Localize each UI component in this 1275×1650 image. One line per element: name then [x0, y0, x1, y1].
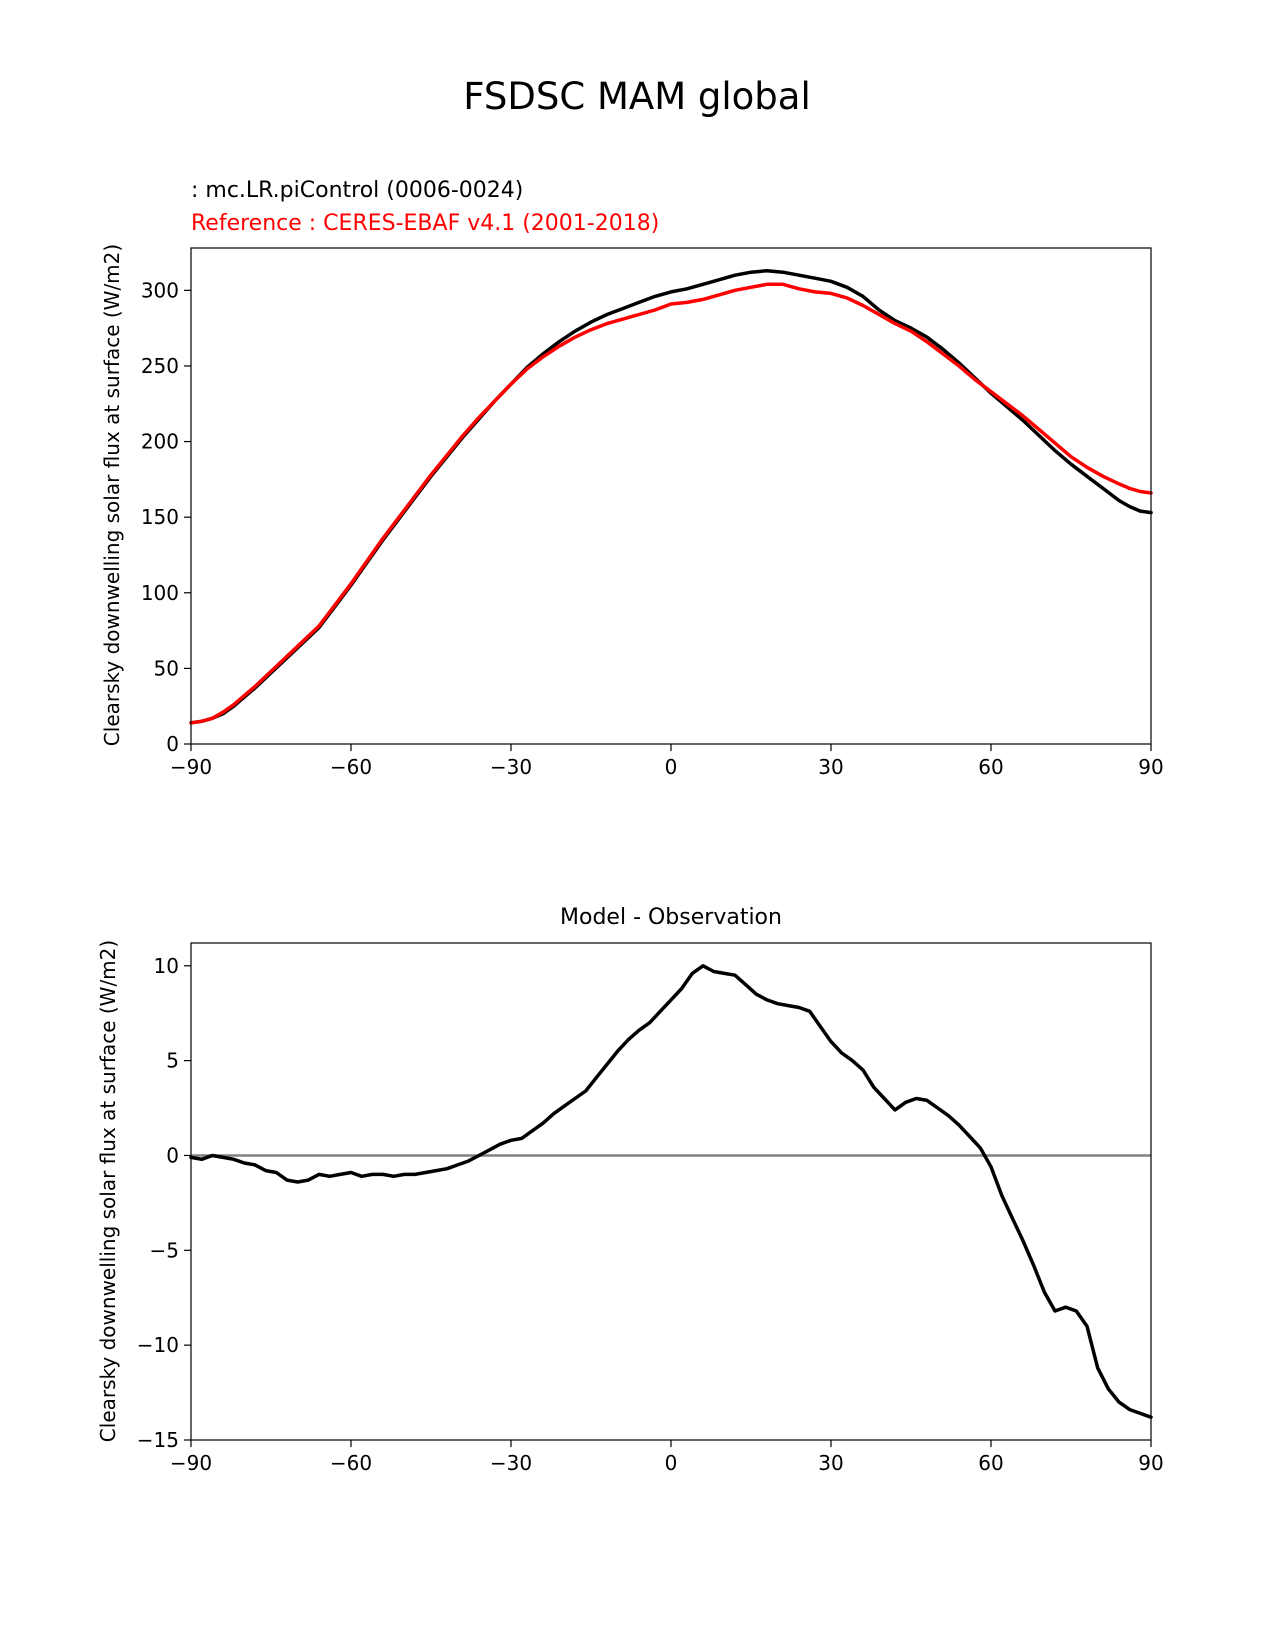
bottom-panel: Model - Observation Clearsky downwelling…	[96, 905, 1164, 1475]
bottom-x-tick-label: 30	[818, 1451, 843, 1475]
bottom-axes-content: −90 −60 −30 0 30 60 90 −15 −10 −5 0 5 10	[137, 954, 1164, 1475]
bottom-panel-title: Model - Observation	[560, 905, 782, 930]
bottom-y-tick-label: 5	[166, 1049, 179, 1073]
top-panel: : mc.LR.piControl (0006-0024) Reference …	[100, 178, 1164, 779]
top-x-tick-label: 60	[978, 755, 1003, 779]
figure-suptitle: FSDSC MAM global	[463, 75, 810, 118]
top-y-tick-label: 200	[141, 430, 179, 454]
top-series-line-0	[189, 268, 1153, 725]
top-y-tick-label: 0	[166, 732, 179, 756]
top-x-tick-label: 90	[1138, 755, 1163, 779]
bottom-y-tick-label: −5	[150, 1238, 179, 1262]
legend-reference-label: Reference : CERES-EBAF v4.1 (2001-2018)	[191, 211, 659, 236]
bottom-y-tick-label: −15	[137, 1428, 179, 1452]
bottom-y-tick-label: −10	[137, 1333, 179, 1357]
top-x-tick-label: 30	[818, 755, 843, 779]
bottom-x-tick-label: −30	[490, 1451, 532, 1475]
bottom-x-tick-label: 60	[978, 1451, 1003, 1475]
bottom-y-tick-label: 10	[154, 954, 179, 978]
top-y-axis-label: Clearsky downwelling solar flux at surfa…	[100, 244, 124, 746]
top-x-tick-label: 0	[665, 755, 678, 779]
top-y-tick-label: 50	[154, 656, 179, 680]
top-axes-content: −90 −60 −30 0 30 60 90 0 50 100 150 200 250 300	[141, 268, 1164, 779]
bottom-x-tick-label: −60	[330, 1451, 372, 1475]
top-x-tick-label: −90	[170, 755, 212, 779]
legend-test-label: : mc.LR.piControl (0006-0024)	[191, 178, 523, 203]
top-y-tick-label: 300	[141, 278, 179, 302]
bottom-x-tick-label: −90	[170, 1451, 212, 1475]
bottom-y-tick-label: 0	[166, 1143, 179, 1167]
bottom-x-tick-label: 90	[1138, 1451, 1163, 1475]
bottom-axes-frame	[190, 942, 1152, 1441]
top-x-tick-label: −30	[490, 755, 532, 779]
top-y-tick-label: 250	[141, 354, 179, 378]
bottom-y-axis-label: Clearsky downwelling solar flux at surfa…	[96, 940, 120, 1442]
bottom-x-tick-label: 0	[665, 1451, 678, 1475]
top-axes-frame	[190, 247, 1152, 745]
bottom-series-line-0	[189, 964, 1153, 1419]
top-x-tick-label: −60	[330, 755, 372, 779]
top-y-tick-label: 150	[141, 505, 179, 529]
top-series-line-1	[189, 282, 1153, 725]
top-y-tick-label: 100	[141, 581, 179, 605]
